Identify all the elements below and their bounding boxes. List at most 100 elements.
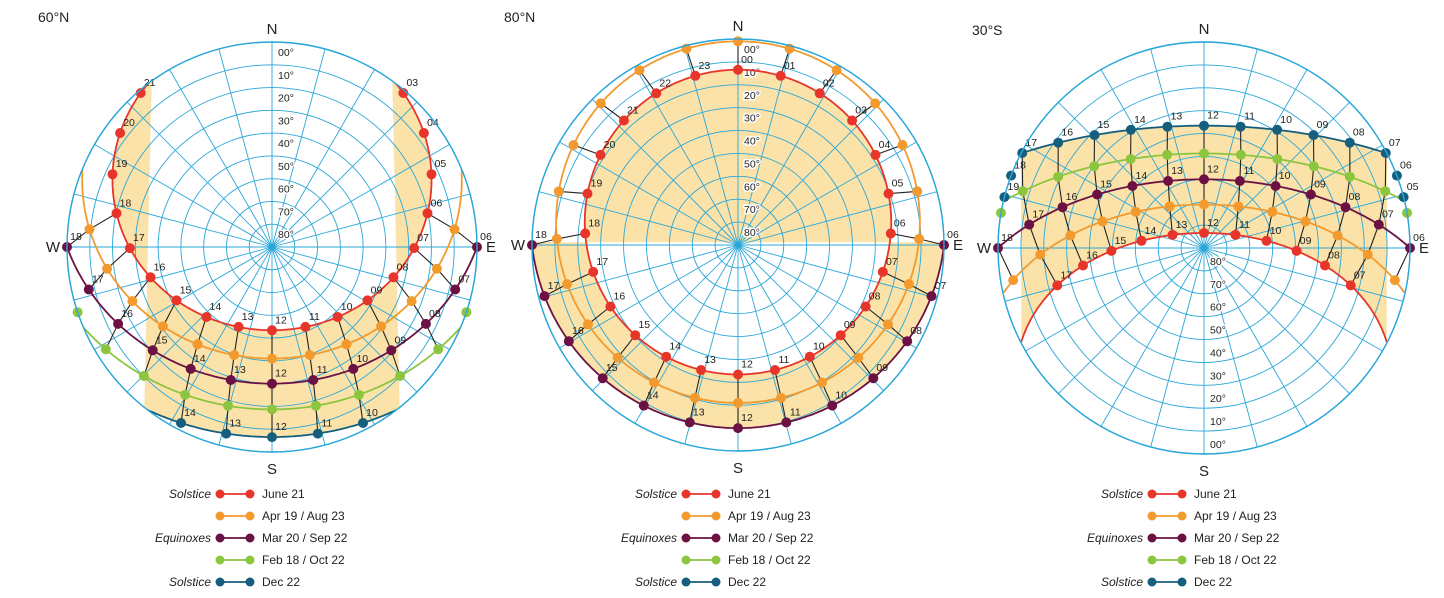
azimuth-line [1203, 247, 1383, 352]
azimuth-line [1203, 247, 1308, 427]
hour-marker [1199, 120, 1209, 131]
azimuth-line [73, 193, 273, 248]
altitude-label: 50° [278, 161, 294, 173]
azimuth-line [1203, 247, 1258, 448]
azimuth-line [1203, 69, 1308, 249]
azimuth-line [73, 246, 273, 301]
hour-marker [449, 224, 460, 235]
legend-dot [1147, 555, 1157, 565]
legend-group-label: Equinoxes [621, 531, 677, 545]
hour-line [105, 276, 151, 350]
hour-label: 19 [1008, 181, 1020, 193]
hour-marker [267, 353, 277, 364]
hour-label: 07 [458, 274, 470, 286]
horizon-circle [997, 41, 1411, 455]
legend-dot [215, 555, 225, 565]
hour-label: 18 [588, 217, 600, 229]
hour-marker [1291, 245, 1302, 256]
altitude-label: 10° [278, 70, 294, 82]
hour-marker [127, 296, 138, 307]
north-label: N [733, 18, 744, 35]
hour-marker [409, 243, 420, 254]
altitude-label: 80° [278, 229, 294, 241]
hour-label: 07 [886, 256, 898, 268]
hour-marker [769, 365, 780, 375]
hour-marker [1092, 189, 1103, 200]
latitude-title: 30°S [972, 22, 1003, 38]
hour-marker [418, 128, 429, 138]
hour-marker [1272, 154, 1283, 164]
hour-label: 07 [1354, 269, 1366, 281]
hour-label: 17 [1025, 137, 1037, 149]
hour-marker [115, 128, 126, 138]
altitude-label: 50° [744, 158, 760, 170]
hour-label: 11 [1244, 111, 1255, 123]
hour-marker [638, 400, 649, 411]
hour-label: 07 [1382, 209, 1394, 221]
legend-label: Dec 22 [262, 575, 300, 589]
hour-marker [847, 115, 858, 126]
hour-marker [860, 301, 871, 312]
hour-label: 12 [275, 368, 287, 380]
hour-marker [814, 88, 825, 99]
hour-marker [1053, 137, 1064, 148]
hour-label: 19 [116, 158, 128, 170]
hour-marker [1380, 186, 1391, 197]
hour-marker [100, 344, 111, 355]
legend-group-label: Solstice [169, 575, 211, 589]
south-label: S [733, 460, 743, 477]
altitude-label: 00° [1210, 439, 1226, 451]
legend-label: Dec 22 [1194, 575, 1232, 589]
hour-label: 08 [869, 290, 881, 302]
hour-line [997, 247, 1014, 281]
legend-group-label: Equinoxes [155, 531, 211, 545]
legend-dot [1177, 577, 1187, 587]
legend-dot [1177, 489, 1187, 499]
legend-dot [215, 533, 225, 543]
hour-label: 05 [892, 178, 904, 190]
hour-label: 02 [823, 77, 835, 89]
hour-label: 18 [70, 231, 82, 243]
hour-label: 15 [156, 334, 168, 346]
hour-marker [1344, 171, 1355, 182]
hour-label: 15 [1100, 179, 1112, 191]
hour-label: 08 [1353, 127, 1365, 139]
azimuth-line [271, 144, 450, 248]
legend-label: Apr 19 / Aug 23 [262, 509, 345, 523]
hour-label: 12 [275, 314, 287, 326]
hour-marker [145, 272, 156, 283]
hour-label: 10 [1279, 170, 1291, 182]
hour-label: 14 [194, 353, 206, 365]
hour-marker [310, 400, 321, 411]
north-label: N [267, 21, 278, 38]
legend-label: June 21 [1194, 487, 1237, 501]
latitude-title: 80°N [504, 9, 535, 25]
hour-marker [1130, 206, 1141, 217]
hour-label: 17 [1032, 209, 1044, 221]
azimuth-line [737, 191, 938, 246]
altitude-label: 10° [744, 67, 760, 79]
east-label: E [953, 237, 963, 254]
hour-label: 14 [1136, 170, 1148, 182]
hour-label: 05 [1407, 181, 1419, 193]
hour-marker [267, 404, 277, 415]
hour-label: 13 [1176, 219, 1188, 231]
azimuth-line [271, 193, 471, 248]
seasonal-band [1020, 125, 1388, 344]
legend-dot [1147, 489, 1157, 499]
legend-dot [245, 555, 255, 565]
hour-label: 13 [693, 406, 705, 418]
legend-group-label: Equinoxes [1087, 531, 1143, 545]
legend-group-label: Solstice [1101, 487, 1143, 501]
hour-marker [1320, 260, 1330, 271]
azimuth-line [538, 191, 739, 246]
hour-label: 05 [435, 158, 447, 170]
west-label: W [977, 240, 992, 257]
hour-marker [192, 339, 203, 350]
hour-line [393, 276, 439, 350]
hour-label: 09 [844, 319, 856, 331]
altitude-label: 00° [278, 47, 294, 59]
hour-marker [300, 321, 311, 332]
horizon-circle [531, 38, 945, 452]
azimuth-line [559, 141, 739, 246]
